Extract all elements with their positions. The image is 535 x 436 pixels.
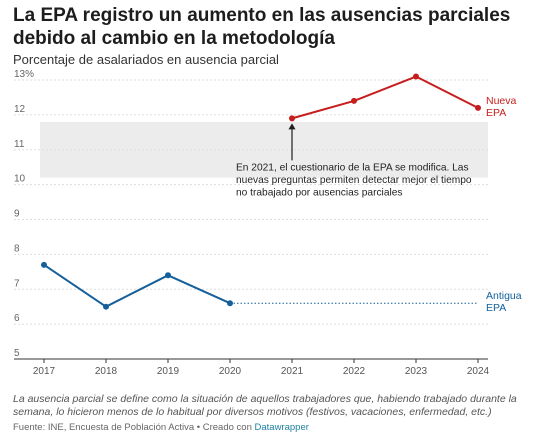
- x-tick-label: 2023: [405, 366, 428, 377]
- x-tick-label: 2017: [33, 366, 56, 377]
- y-tick-label: 13%: [14, 69, 34, 80]
- y-tick-label: 10: [14, 174, 26, 185]
- annotation-arrowhead: [288, 123, 296, 130]
- x-tick-label: 2018: [95, 366, 118, 377]
- nueva-epa-point: [351, 97, 357, 104]
- antigua-epa-line: [43, 264, 231, 308]
- x-tick-label: 2021: [281, 366, 304, 377]
- chart-footer: Fuente: INE, Encuesta de Población Activ…: [13, 422, 309, 433]
- line-chart: 5 6 7 8 9 10 11 12 13% 2017 2018 2019 2020 2021 2022 20…: [14, 69, 522, 377]
- nueva-epa-point: [413, 73, 419, 80]
- series-label: Nueva: [486, 95, 517, 107]
- x-tick-label: 2020: [219, 366, 242, 377]
- series-label: EPA: [486, 107, 506, 119]
- y-tick-label: 7: [14, 278, 20, 289]
- y-tick-label: 11: [14, 139, 25, 150]
- y-tick-label: 8: [14, 243, 20, 254]
- nueva-epa-point: [475, 104, 481, 111]
- chart-title: La EPA registro un aumento en las ausenc…: [13, 5, 511, 49]
- series-label: EPA: [486, 302, 506, 314]
- source-text: Fuente: INE, Encuesta de Población Activ…: [13, 422, 255, 433]
- chart-notes: La ausencia parcial se define como la si…: [13, 393, 517, 418]
- annotation-text: En 2021, el cuestionario de la EPA se mo…: [236, 162, 469, 173]
- antigua-epa-point: [227, 300, 233, 307]
- x-tick-label: 2019: [157, 366, 180, 377]
- chart-subtitle: Porcentaje de asalariados en ausencia pa…: [13, 52, 279, 67]
- y-tick-label: 9: [14, 209, 20, 220]
- antigua-epa-point: [165, 272, 171, 279]
- y-tick-label: 6: [14, 313, 20, 324]
- annotation-text: nuevas preguntas permiten detectar mejor…: [236, 175, 472, 186]
- datawrapper-link[interactable]: Datawrapper: [254, 422, 309, 433]
- series-label: Antigua: [486, 290, 522, 302]
- x-tick-label: 2024: [467, 366, 490, 377]
- antigua-epa-point: [41, 261, 47, 268]
- antigua-epa-point: [103, 303, 109, 310]
- x-tick-label: 2022: [343, 366, 366, 377]
- nueva-epa-point: [289, 115, 295, 122]
- nueva-epa-line: [291, 75, 479, 120]
- annotation-text: no trabajado por ausencias parciales: [236, 187, 403, 198]
- y-tick-label: 12: [14, 104, 26, 115]
- y-tick-label: 5: [14, 348, 20, 359]
